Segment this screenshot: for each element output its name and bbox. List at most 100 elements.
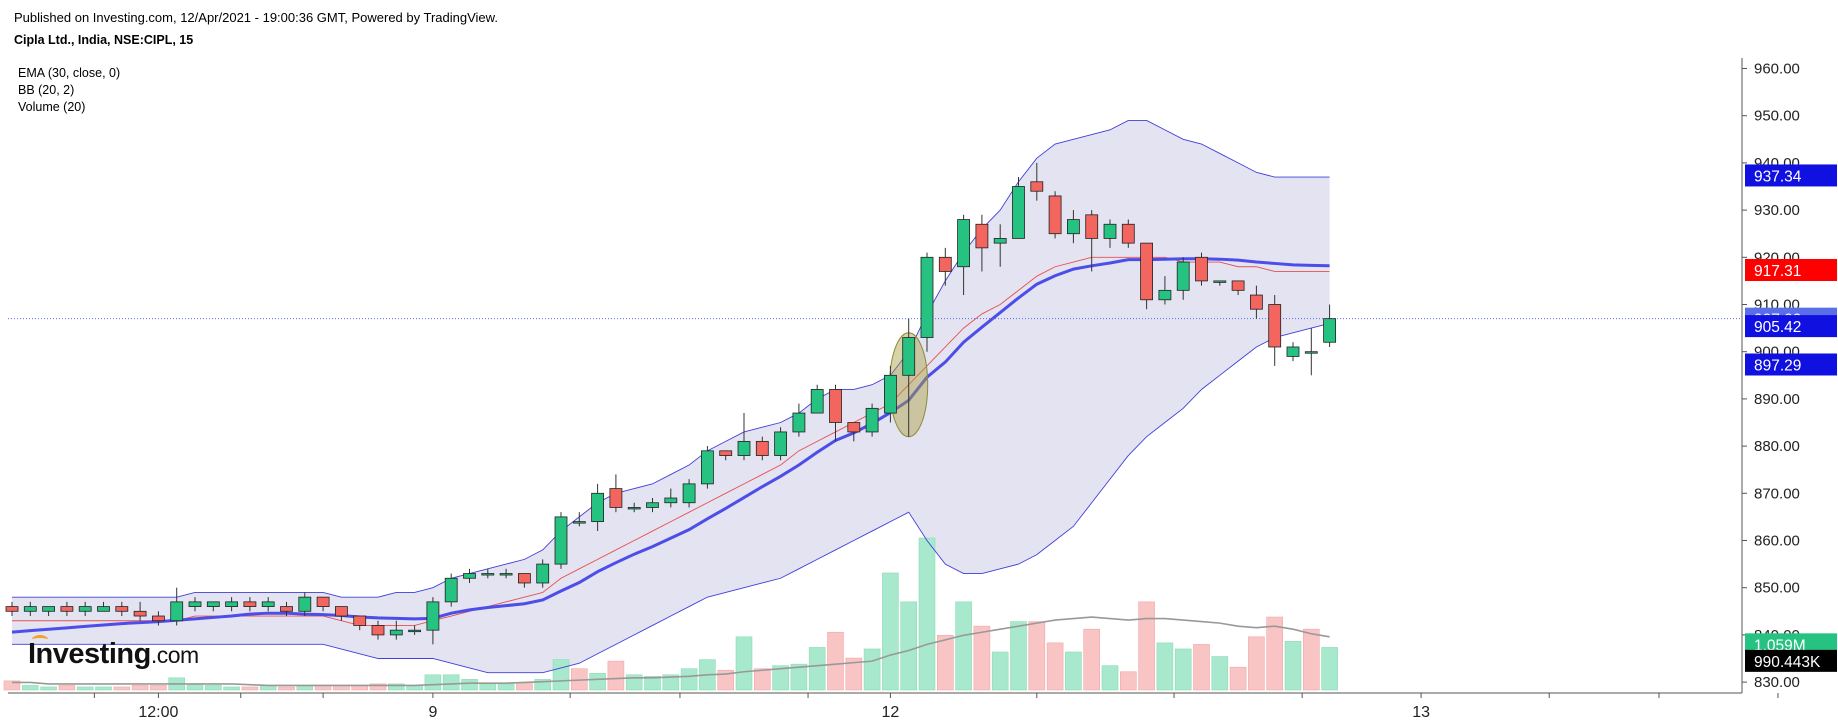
volume-bar bbox=[387, 683, 405, 691]
volume-bar bbox=[113, 686, 131, 691]
candle-body bbox=[719, 450, 733, 456]
candle-body bbox=[225, 601, 239, 607]
indicator-bb-label: BB (20, 2) bbox=[18, 83, 75, 97]
volume-bar bbox=[680, 668, 698, 691]
volume-bar bbox=[21, 685, 39, 691]
volume-bar bbox=[442, 674, 460, 691]
candle-body bbox=[701, 450, 714, 485]
candle-body bbox=[554, 516, 568, 565]
volume-bar bbox=[369, 683, 387, 691]
candle-body bbox=[1231, 280, 1245, 291]
volume-bar bbox=[1174, 648, 1192, 691]
candle-body bbox=[1030, 181, 1044, 192]
volume-bar bbox=[845, 657, 863, 691]
price-badge-label: 917.31 bbox=[1754, 263, 1801, 280]
volume-bar bbox=[936, 634, 954, 691]
price-tick-label: 930.00 bbox=[1754, 202, 1800, 219]
volume-bar bbox=[40, 686, 57, 691]
candle-body bbox=[646, 502, 659, 508]
volume-bar bbox=[1156, 642, 1174, 691]
logo-name: Investing bbox=[28, 638, 151, 670]
candle-body bbox=[1176, 261, 1190, 291]
volume-bar bbox=[827, 631, 844, 691]
volume-bar bbox=[1083, 628, 1100, 691]
candle-body bbox=[774, 431, 787, 456]
price-badge-label: 937.34 bbox=[1754, 168, 1802, 185]
candle-body bbox=[334, 606, 348, 617]
symbol-title: Cipla Ltd., India, NSE:CIPL, 15 bbox=[14, 33, 194, 47]
volume-bar bbox=[1229, 666, 1247, 691]
volume-bar bbox=[424, 674, 442, 691]
price-badge bbox=[1745, 315, 1837, 338]
price-tick-label: 890.00 bbox=[1754, 391, 1800, 408]
candle-body bbox=[682, 483, 696, 504]
candle-body bbox=[993, 238, 1007, 244]
candle-body bbox=[499, 573, 513, 576]
candle-body bbox=[42, 606, 55, 612]
candle-body bbox=[1268, 304, 1282, 348]
volume-bar bbox=[1193, 644, 1210, 691]
volume-bar bbox=[497, 683, 515, 691]
volume-bar bbox=[1101, 665, 1119, 691]
candle-body bbox=[97, 606, 110, 612]
candle-body bbox=[426, 601, 440, 631]
ema-line bbox=[11, 257, 1330, 634]
volume-bar bbox=[863, 648, 881, 691]
candle-body bbox=[1213, 280, 1227, 283]
volume-bar bbox=[205, 685, 222, 691]
volume-bar bbox=[1028, 621, 1046, 691]
candle-body bbox=[206, 601, 220, 607]
candle-body bbox=[298, 596, 312, 612]
candle-body bbox=[133, 610, 147, 617]
candle-body bbox=[371, 625, 385, 636]
candle-body bbox=[1048, 195, 1062, 235]
price-badge bbox=[1745, 633, 1837, 656]
price-tick-label: 880.00 bbox=[1754, 438, 1800, 455]
candle-body bbox=[115, 606, 129, 612]
volume-bar bbox=[95, 686, 112, 691]
volume-bar bbox=[1211, 656, 1229, 691]
volume-bar bbox=[790, 663, 808, 691]
candle-body bbox=[481, 573, 495, 576]
price-tick-label: 870.00 bbox=[1754, 485, 1800, 502]
volume-bar bbox=[1138, 601, 1155, 691]
candle-body bbox=[920, 256, 934, 338]
volume-bar bbox=[607, 660, 625, 691]
price-badge bbox=[1745, 353, 1837, 376]
candle-body bbox=[591, 492, 604, 523]
volume-bar bbox=[3, 680, 21, 691]
volume-bar bbox=[1303, 628, 1320, 691]
candle-body bbox=[1012, 186, 1025, 239]
candle-body bbox=[280, 606, 293, 612]
candle-body bbox=[170, 601, 184, 622]
candle-body bbox=[261, 601, 275, 607]
volume-bar bbox=[991, 651, 1009, 691]
volume-bar bbox=[808, 647, 826, 691]
volume-bar bbox=[150, 685, 167, 691]
volume-bar bbox=[76, 686, 94, 691]
candle-body bbox=[957, 219, 970, 268]
volume-bar bbox=[278, 686, 295, 691]
time-tick-label: 12 bbox=[882, 704, 900, 721]
price-badge-label: 905.42 bbox=[1754, 319, 1801, 336]
volume-bar bbox=[186, 683, 204, 691]
price-tick-label: 950.00 bbox=[1754, 108, 1800, 125]
price-tick-label: 850.00 bbox=[1754, 580, 1800, 597]
bb-fill bbox=[12, 120, 1330, 673]
price-badge bbox=[1745, 164, 1837, 187]
candle-body bbox=[316, 596, 330, 607]
candle-body bbox=[884, 374, 897, 414]
candle-body bbox=[243, 601, 257, 607]
indicator-volume-label: Volume (20) bbox=[18, 100, 86, 114]
candle-body bbox=[1067, 219, 1080, 235]
indicator-ema-label: EMA (30, close, 0) bbox=[18, 66, 121, 80]
candle-body bbox=[572, 521, 586, 524]
volume-bar bbox=[1266, 616, 1283, 691]
volume-bar bbox=[1248, 636, 1265, 691]
time-tick-label: 13 bbox=[1412, 704, 1430, 721]
volume-bar bbox=[973, 625, 991, 691]
candle-body bbox=[23, 606, 37, 612]
volume-bar bbox=[461, 679, 478, 691]
candle-body bbox=[389, 629, 403, 636]
